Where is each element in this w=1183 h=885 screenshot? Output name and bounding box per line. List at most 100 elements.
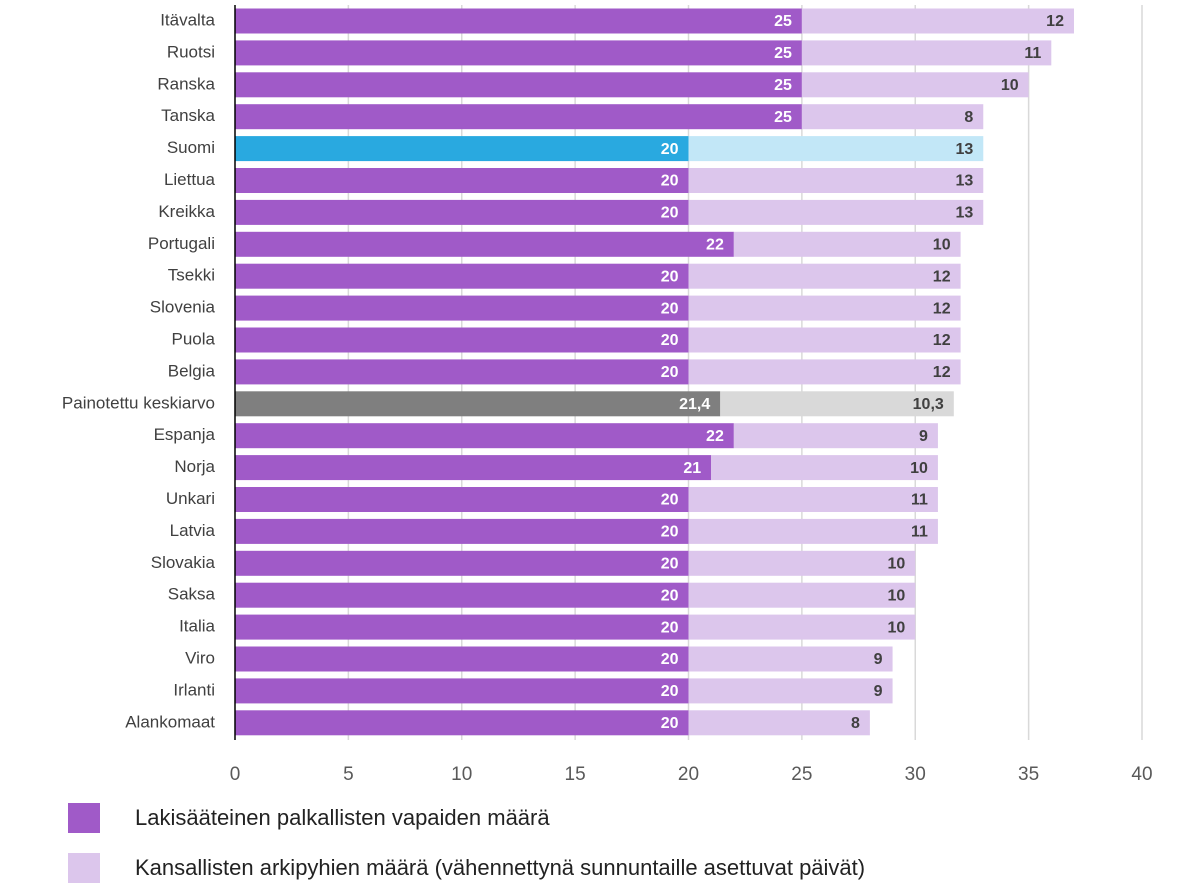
data-label: 11 [1024,45,1041,62]
bar-segment [235,199,689,225]
data-label: 22 [706,428,724,445]
bar-segment [235,710,689,736]
bar-segment [688,518,938,544]
data-label: 25 [774,13,792,30]
data-label: 20 [661,651,679,668]
bar-segment [801,104,984,130]
y-tick-label: Itävalta [160,10,215,29]
x-tick-label: 35 [1018,764,1039,785]
data-label: 9 [874,683,883,700]
bar-segment [688,487,938,512]
x-tick-label: 30 [905,764,926,785]
bar-segment [688,168,984,193]
data-label: 25 [774,109,792,126]
y-tick-label: Slovenia [150,298,216,317]
bar-segment [235,391,721,417]
bar-segment [733,423,938,449]
y-tick-label: Painotettu keskiarvo [62,393,215,412]
bar-segment [235,72,802,98]
bar-segment [688,678,893,704]
bar-segment [235,518,689,544]
data-label: 21 [683,460,701,477]
legend-label: Kansallisten arkipyhien määrä (vähennett… [135,855,865,880]
bar-segment [733,231,961,257]
data-label: 13 [955,205,973,222]
data-label: 21,4 [679,396,710,413]
data-label: 12 [933,268,951,285]
bar-segment [235,263,689,289]
bar-segment [801,72,1029,98]
bar-segment [688,359,961,385]
bar-segment [688,710,870,736]
data-label: 20 [661,524,679,541]
bar-segment [688,327,961,353]
bar-segment [235,359,689,385]
data-label: 25 [774,77,792,94]
data-label: 20 [661,619,679,636]
bar-segment [688,263,961,289]
x-tick-label: 10 [451,764,472,785]
x-tick-label: 25 [791,764,812,785]
data-label: 12 [933,300,951,317]
data-label: 20 [661,556,679,573]
bar-segment [235,455,712,481]
bar-segment [235,168,689,193]
data-label: 25 [774,45,792,62]
bar-segment [235,231,734,257]
x-tick-label: 40 [1131,764,1152,785]
bar-segment [688,295,961,321]
y-tick-label: Suomi [167,138,215,157]
y-tick-label: Saksa [168,585,216,604]
data-label: 20 [661,141,679,158]
data-label: 9 [919,428,928,445]
legend-swatch [68,803,100,833]
data-label: 10 [887,619,905,636]
data-label: 20 [661,683,679,700]
data-label: 20 [661,715,679,732]
bar-segment [235,104,802,130]
bar-segment [688,136,984,162]
data-label: 10 [887,556,905,573]
data-label: 20 [661,205,679,222]
bar-segment [235,614,689,640]
data-label: 20 [661,300,679,317]
bar-segment [235,40,802,66]
y-tick-label: Puola [172,329,216,348]
data-label: 20 [661,268,679,285]
y-tick-label: Norja [174,457,215,476]
y-tick-label: Alankomaat [125,712,215,731]
bar-segment [235,8,802,34]
data-label: 20 [661,364,679,381]
x-tick-label: 20 [678,764,699,785]
y-tick-label: Tsekki [168,266,215,285]
data-label: 12 [1046,13,1064,30]
y-tick-label: Italia [179,617,215,636]
legend-swatch [68,853,100,883]
bar-segment [235,327,689,353]
y-tick-label: Espanja [154,425,216,444]
data-label: 10 [887,587,905,604]
data-label: 10 [1001,77,1019,94]
bar-segment [235,582,689,608]
y-tick-label: Belgia [168,361,216,380]
data-label: 11 [911,492,928,509]
bar-segment [235,678,689,704]
y-tick-label: Liettua [164,170,216,189]
y-tick-label: Latvia [170,521,216,540]
bar-segment [688,582,916,608]
data-label: 22 [706,237,724,254]
bar-segment [688,550,916,576]
y-tick-label: Irlanti [173,680,215,699]
bar-segment [235,295,689,321]
data-label: 10 [933,237,951,254]
data-label: 12 [933,332,951,349]
y-tick-label: Ranska [157,74,215,93]
y-tick-label: Unkari [166,489,215,508]
data-label: 8 [964,109,973,126]
data-label: 13 [955,173,973,190]
data-label: 9 [874,651,883,668]
bar-segment [801,40,1052,66]
bar-segment [720,391,954,417]
bar-segment [235,487,689,512]
